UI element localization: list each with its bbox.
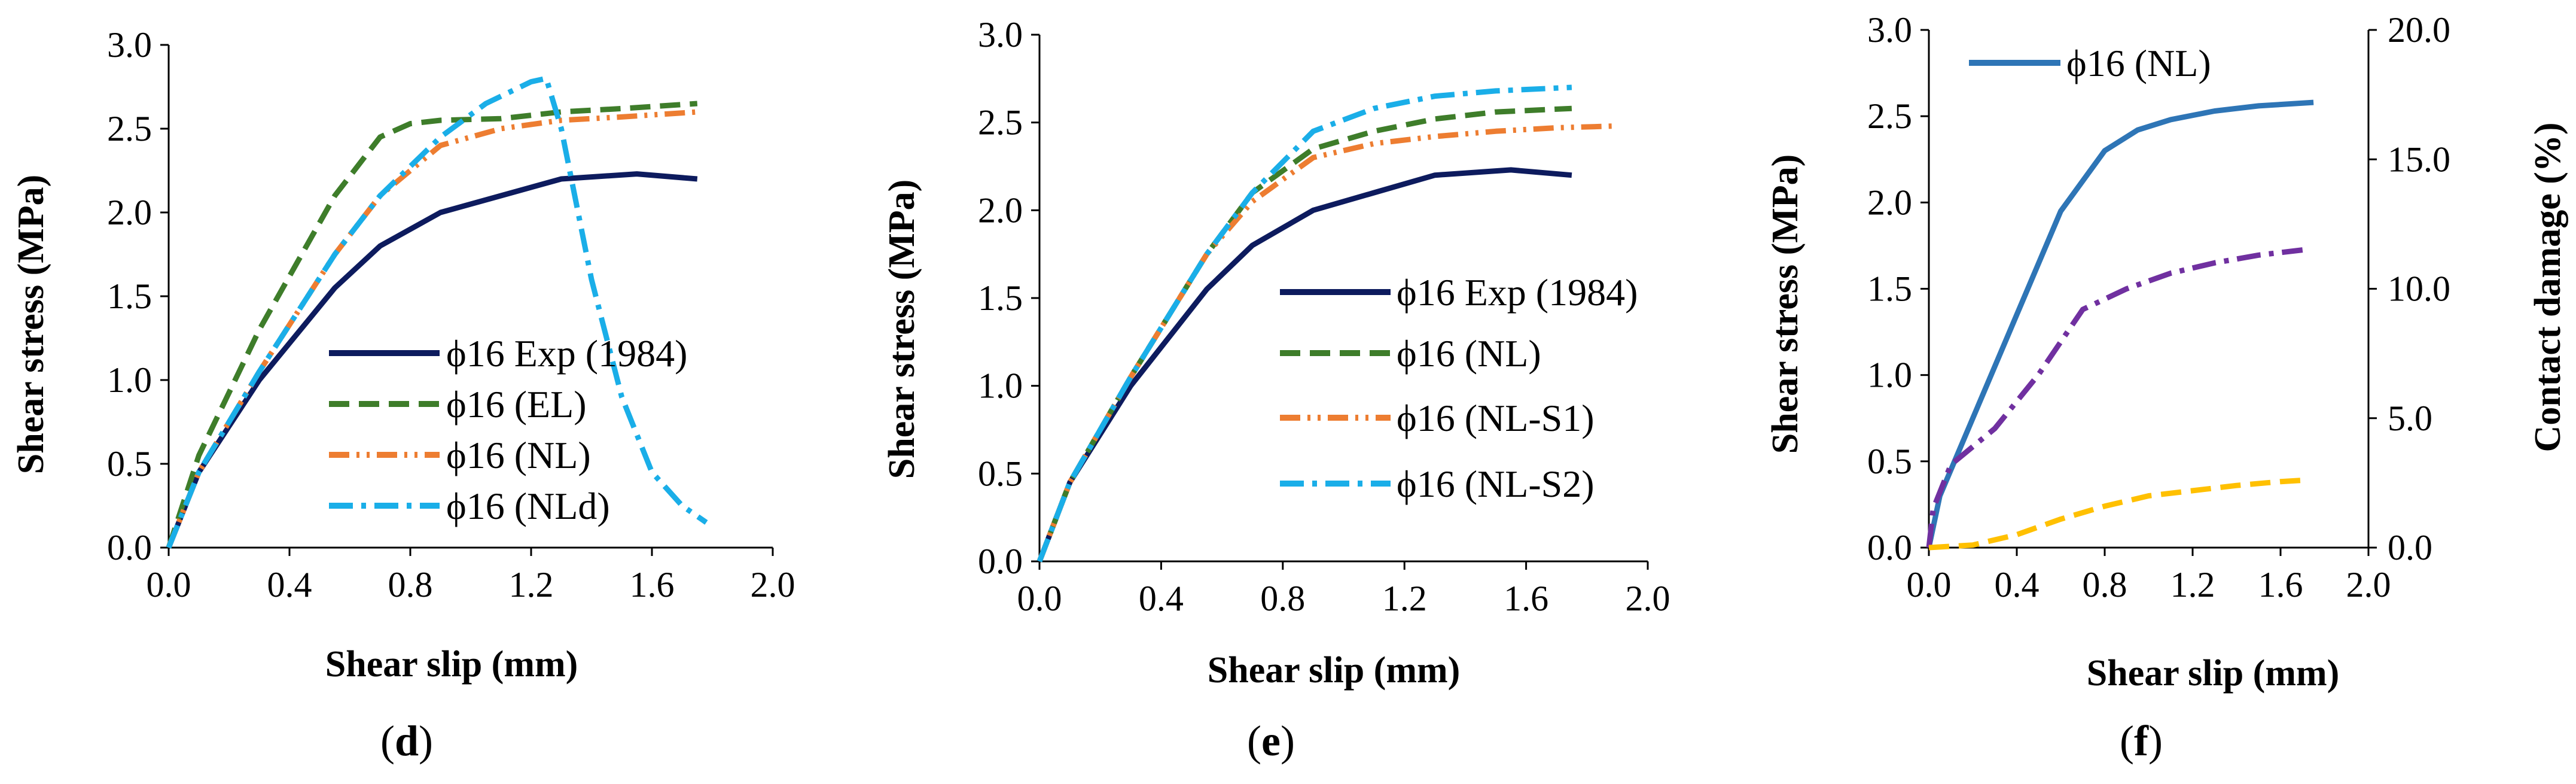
panel-e-tag-letter: e (1261, 717, 1281, 765)
panel-f-tag-letter: f (2134, 717, 2149, 765)
panel-f-xlabel: Shear slip (mm) (2087, 653, 2340, 694)
legend-d-item-0: ϕ16 Exp (1984) (329, 332, 687, 375)
panel-d-xtick-label: 1.6 (630, 565, 675, 604)
panel-e-tag: (e) (1247, 717, 1295, 765)
legend-e-item-1: ϕ16 (NL) (1280, 332, 1541, 375)
panel-d-plot: 0.0 0.4 0.8 1.2 1.6 2.0 0.0 0.5 1.0 1.5 2.0 2.5 3.0 (107, 25, 795, 604)
panel-f-y2tick-label: 0.0 (2388, 528, 2432, 567)
panel-d-tag-letter: d (395, 717, 419, 765)
panel-f-xtick-label: 0.0 (1907, 565, 1952, 604)
legend-d-item-3: ϕ16 (NLd) (329, 485, 610, 527)
panel-d-xtick-label: 1.2 (509, 565, 554, 604)
panel-e-ytick-label: 0.5 (978, 454, 1023, 493)
panel-e-ytick-label: 0.0 (978, 542, 1023, 581)
panel-f-tag-close: ) (2148, 717, 2163, 765)
panel-d-series-1-line (166, 101, 698, 549)
panel-d: 0.0 0.4 0.8 1.2 1.6 2.00.00.51.01.52.02.53.0 … (11, 25, 795, 765)
panel-f-xtick-label: 0.8 (2083, 565, 2127, 604)
panel-d-ylabel: Shear stress (MPa) (11, 175, 51, 475)
panel-e-xtick-label: 1.6 (1504, 579, 1548, 618)
panel-d-ytick-label: 3.0 (107, 25, 152, 65)
legend-d-label-2: ϕ16 (NL) (446, 434, 591, 476)
panel-f-tag: (f) (2120, 717, 2163, 765)
panel-d-ytick-label: 0.0 (107, 528, 152, 567)
legend-d-item-1: ϕ16 (EL) (329, 383, 587, 426)
panel-d-ytick-label: 2.5 (107, 109, 152, 148)
panel-f-xtick-label: 2.0 (2346, 565, 2391, 604)
legend-d-label-1: ϕ16 (EL) (446, 383, 587, 426)
panel-f-ytick-label: 2.0 (1867, 183, 1912, 222)
panel-e-ytick-label: 2.0 (978, 190, 1023, 230)
panel-e-xtick-label: 2.0 (1626, 579, 1670, 618)
legend-f: ϕ16 (NL) (1969, 42, 2211, 84)
panel-f-plot: 0.0 0.4 0.8 1.2 1.6 2.00.00.51.01.52.02.53.00… (1867, 10, 2450, 604)
panel-e-xtick-label: 1.2 (1382, 579, 1427, 618)
panel-f-ytick-label: 1.5 (1867, 269, 1912, 309)
legend-e-label-1: ϕ16 (NL) (1397, 332, 1541, 375)
legend-d: ϕ16 Exp (1984) ϕ16 (EL) ϕ16 (NL) ϕ16 (NL… (329, 332, 687, 527)
panel-f-xtick-label: 1.6 (2258, 565, 2303, 604)
panel-f-ytick-label: 0.0 (1867, 528, 1912, 567)
panel-d-xtick-label: 0.8 (388, 565, 433, 604)
panel-e-xtick-label: 0.0 (1017, 579, 1062, 618)
panel-d-tag-open: ( (380, 717, 395, 765)
panel-e-ytick-label: 1.0 (978, 366, 1023, 406)
panel-f-y2tick-label: 10.0 (2388, 269, 2450, 309)
panel-f-ytick-label: 2.5 (1867, 96, 1912, 136)
panel-e-plot: 0.0 0.4 0.8 1.2 1.6 2.0 0.0 0.5 1.0 1.5 2.0 2.5 3.0 (978, 15, 1670, 618)
panel-e-series-1-line (1037, 105, 1572, 563)
legend-d-item-2: ϕ16 (NL) (329, 434, 591, 476)
panel-d-ytick-label: 0.5 (107, 444, 152, 484)
panel-e-xlabel: Shear slip (mm) (1208, 650, 1461, 691)
panel-f-xtick-label: 0.4 (1995, 565, 2040, 604)
panel-d-ytick-label: 1.5 (107, 276, 152, 316)
panel-e-series-3-line (1037, 84, 1572, 563)
panel-e-xtick-label: 0.4 (1139, 579, 1184, 618)
panel-f-series-2-line (1928, 478, 2303, 551)
legend-e-label-3: ϕ16 (NL-S2) (1397, 463, 1595, 505)
panel-f-y2tick-label: 15.0 (2388, 139, 2450, 179)
panel-f-ylabel: Shear stress (MPa) (1765, 154, 1806, 454)
legend-f-item-0: ϕ16 (NL) (1969, 42, 2211, 84)
panel-e-tag-open: ( (1247, 717, 1261, 765)
panel-e-ytick-label: 1.5 (978, 278, 1023, 318)
panel-e-tag-close: ) (1281, 717, 1295, 765)
panel-f-ytick-label: 3.0 (1867, 10, 1912, 50)
panel-f-tag-open: ( (2120, 717, 2134, 765)
legend-e-label-0: ϕ16 Exp (1984) (1397, 271, 1638, 314)
panel-e-ytick-label: 2.5 (978, 103, 1023, 142)
panel-f-series-0-line (1926, 99, 2314, 548)
panel-f-ytick-label: 1.0 (1867, 355, 1912, 395)
panel-e-ytick-label: 3.0 (978, 15, 1023, 54)
panel-d-xtick-label: 2.0 (751, 565, 795, 604)
panel-d-tag-close: ) (419, 717, 433, 765)
panel-f-y2tick-label: 20.0 (2388, 10, 2450, 50)
legend-e-label-2: ϕ16 (NL-S1) (1397, 397, 1595, 439)
legend-e-item-3: ϕ16 (NL-S2) (1280, 463, 1595, 505)
legend-e: ϕ16 Exp (1984) ϕ16 (NL) ϕ16 (NL-S1) ϕ16 … (1280, 271, 1638, 505)
panel-d-ytick-label: 2.0 (107, 193, 152, 232)
panel-f-xtick-label: 1.2 (2170, 565, 2215, 604)
legend-e-item-2: ϕ16 (NL-S1) (1280, 397, 1595, 439)
panel-d-series-3-line (166, 75, 708, 549)
panel-d-xtick-label: 0.4 (267, 565, 312, 604)
panel-d-xtick-label: 0.0 (147, 565, 191, 604)
panel-d-tag: (d) (380, 717, 433, 765)
panel-e: 0.0 0.4 0.8 1.2 1.6 2.00.00.51.01.52.02.53.0 … (882, 15, 1670, 765)
legend-d-label-0: ϕ16 Exp (1984) (446, 332, 687, 375)
panel-e-xtick-label: 0.8 (1260, 579, 1305, 618)
panel-d-xlabel: Shear slip (mm) (325, 644, 578, 685)
panel-e-series-2-line (1037, 123, 1618, 563)
legend-e-item-0: ϕ16 Exp (1984) (1280, 271, 1638, 314)
panel-f: 0.0 0.4 0.8 1.2 1.6 2.00.00.51.01.52.02.53.00… (1765, 10, 2568, 765)
panel-f-series-1-line (1926, 247, 2303, 548)
panel-f-y2label: Contact damage (%) (2528, 122, 2568, 452)
legend-d-label-3: ϕ16 (NLd) (446, 485, 610, 527)
panel-f-y2tick-label: 5.0 (2388, 399, 2432, 438)
legend-f-label-0: ϕ16 (NL) (2066, 42, 2211, 84)
panel-f-ytick-label: 0.5 (1867, 442, 1912, 481)
panel-e-ylabel: Shear stress (MPa) (882, 180, 922, 479)
panel-d-ytick-label: 1.0 (107, 360, 152, 400)
